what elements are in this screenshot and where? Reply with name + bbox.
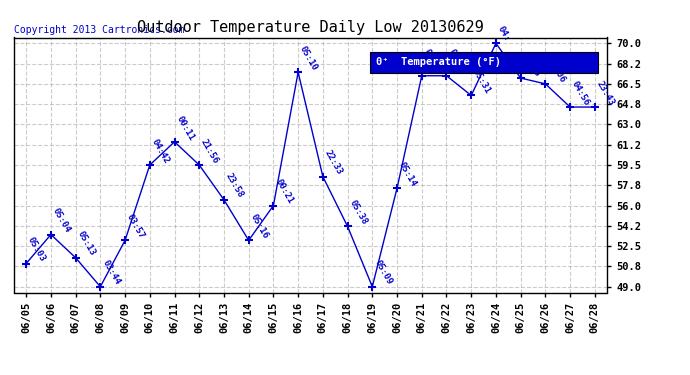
Text: 04:06: 04:06 [545, 56, 566, 84]
Text: 10:13: 10:13 [521, 50, 542, 78]
Text: 04:42: 04:42 [150, 137, 171, 165]
Text: 00:11: 00:11 [175, 114, 196, 142]
Text: Copyright 2013 Cartronics.com: Copyright 2013 Cartronics.com [14, 25, 184, 35]
Text: 05:09: 05:09 [373, 259, 393, 287]
Text: 05:14: 05:14 [397, 160, 418, 188]
Text: 0⁺  Temperature (°F): 0⁺ Temperature (°F) [376, 57, 501, 68]
Text: 05:04: 05:04 [51, 207, 72, 234]
Text: 05:10: 05:10 [298, 45, 319, 72]
Text: 23:43: 23:43 [595, 79, 616, 107]
Text: 05:16: 05:16 [248, 213, 270, 240]
Title: Outdoor Temperature Daily Low 20130629: Outdoor Temperature Daily Low 20130629 [137, 20, 484, 35]
Text: 00:21: 00:21 [273, 178, 295, 206]
Text: 05:38: 05:38 [348, 199, 369, 226]
Text: 05:31: 05:31 [471, 68, 493, 96]
Text: 23:58: 23:58 [224, 172, 245, 200]
Text: 04:: 04: [496, 25, 512, 43]
Text: 04:56: 04:56 [570, 79, 591, 107]
Text: 05:03: 05:03 [26, 236, 48, 264]
Text: 21:56: 21:56 [199, 137, 221, 165]
Text: 05:13: 05:13 [76, 230, 97, 258]
Bar [370, 51, 598, 73]
Text: 07:21: 07:21 [446, 48, 468, 76]
Text: 04:19: 04:19 [422, 48, 443, 76]
Text: 03:57: 03:57 [125, 213, 146, 240]
Text: 03:44: 03:44 [100, 259, 121, 287]
Text: 22:33: 22:33 [323, 149, 344, 177]
